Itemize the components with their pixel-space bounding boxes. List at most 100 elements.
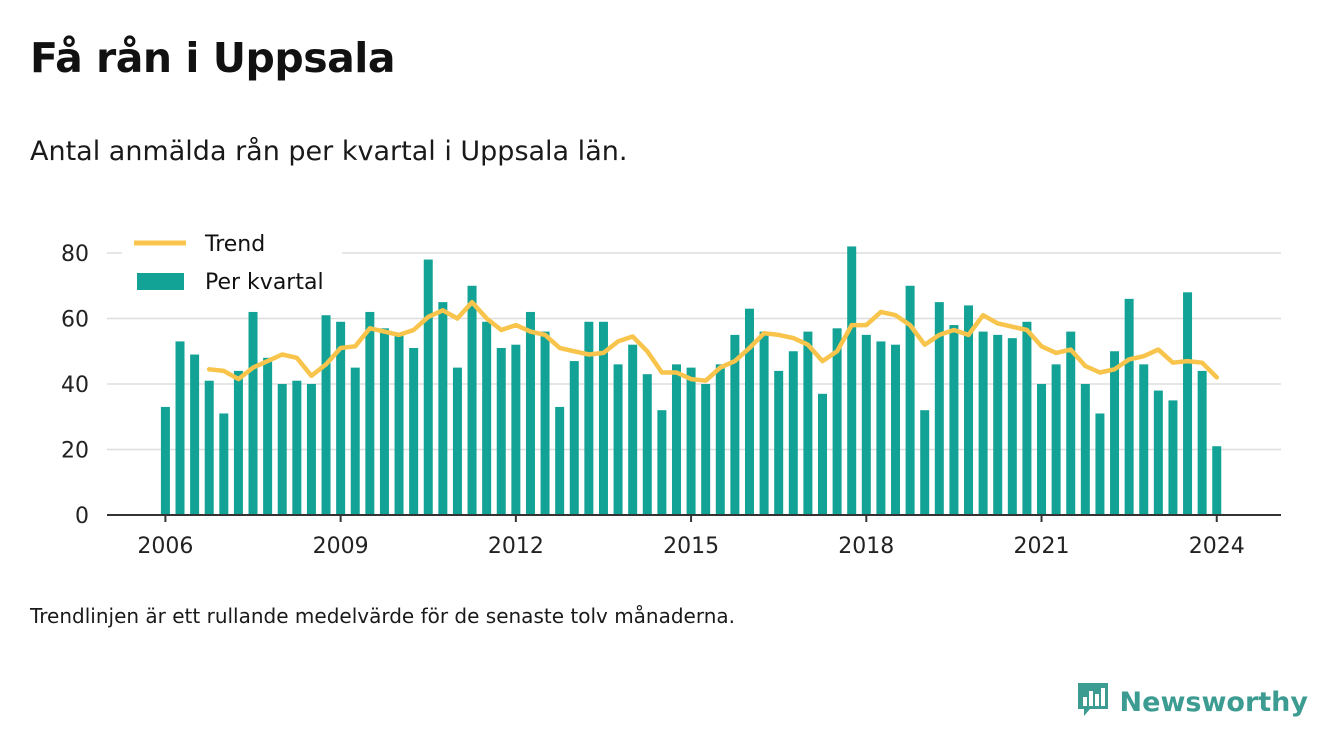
bar: [1153, 390, 1163, 515]
x-tick-label: 2021: [1014, 534, 1070, 559]
bar: [511, 344, 521, 515]
bar: [190, 354, 200, 515]
bar: [744, 308, 754, 515]
trend-line: [206, 299, 1220, 383]
bars: [160, 246, 1222, 515]
bar: [525, 311, 535, 515]
bar: [1080, 384, 1090, 515]
bar: [905, 285, 915, 515]
bar: [1037, 384, 1047, 515]
bar: [1110, 351, 1120, 515]
bar: [920, 410, 930, 515]
x-tick-label: 2006: [137, 534, 193, 559]
x-tick-label: 2009: [313, 534, 369, 559]
legend: Trend Per kvartal: [122, 224, 342, 302]
chart-title: Få rån i Uppsala: [30, 34, 396, 82]
bar: [438, 302, 448, 515]
bar: [1183, 292, 1193, 515]
x-tick-label: 2024: [1189, 534, 1245, 559]
bar: [219, 413, 229, 515]
bar: [1022, 321, 1032, 515]
bar: [1066, 331, 1076, 515]
bar: [321, 315, 331, 515]
bar: [394, 334, 404, 515]
bar: [671, 364, 681, 515]
bar: [949, 325, 959, 515]
bar: [1007, 338, 1017, 515]
bar: [555, 406, 565, 515]
bar: [993, 334, 1003, 515]
brand-logo: Newsworthy: [1076, 681, 1308, 723]
bar: [613, 364, 623, 515]
bar: [584, 321, 594, 515]
bar: [788, 351, 798, 515]
bar: [350, 367, 360, 515]
bar: [715, 364, 725, 515]
y-tick-label: 60: [61, 308, 89, 333]
bar: [861, 334, 871, 515]
bar: [832, 328, 842, 515]
legend-bars-swatch: [137, 273, 184, 290]
bar: [803, 331, 813, 515]
bar: [204, 380, 214, 515]
brand-name: Newsworthy: [1119, 686, 1308, 718]
bar: [467, 285, 477, 515]
legend-trend-label: Trend: [204, 232, 265, 257]
bar: [233, 370, 243, 515]
bar-chart-speech-bubble-icon: [1076, 681, 1110, 723]
y-tick-label: 20: [61, 439, 89, 464]
bar: [1197, 370, 1207, 515]
bar: [248, 311, 258, 515]
bar: [876, 341, 886, 515]
bar: [263, 357, 273, 515]
bar: [598, 321, 608, 515]
bar: [934, 302, 944, 515]
chart-subtitle: Antal anmälda rån per kvartal i Uppsala …: [30, 136, 628, 167]
legend-bars-label: Per kvartal: [205, 270, 324, 295]
bar: [1168, 400, 1178, 515]
bar: [1139, 364, 1149, 515]
axes: 0 20 40 60 80 2006 2009 2012 2015 2018 2021 2024: [61, 242, 1281, 559]
x-tick-label: 2018: [838, 534, 894, 559]
bar: [292, 380, 302, 515]
trend-line-group: [206, 299, 1220, 383]
bar: [423, 259, 433, 515]
bar: [847, 246, 857, 515]
bar: [1095, 413, 1105, 515]
bar: [701, 384, 711, 515]
bar: [1212, 446, 1222, 515]
bar: [1051, 364, 1061, 515]
bar: [496, 347, 506, 515]
bar: [817, 393, 827, 515]
bar: [365, 311, 375, 515]
bar: [482, 321, 492, 515]
y-tick-label: 40: [61, 373, 89, 398]
bar: [730, 334, 740, 515]
bar: [452, 367, 462, 515]
footnote: Trendlinjen är ett rullande medelvärde f…: [30, 604, 736, 628]
bar: [1124, 298, 1134, 515]
bar: [978, 331, 988, 515]
y-tick-label: 0: [75, 504, 89, 529]
bar: [964, 305, 974, 515]
x-tick-label: 2012: [488, 534, 544, 559]
bar: [277, 384, 287, 515]
bar: [657, 410, 667, 515]
bar: [569, 361, 579, 515]
bar: [759, 331, 769, 515]
bar: [409, 347, 419, 515]
bar: [891, 344, 901, 515]
bar: [774, 370, 784, 515]
bar: [628, 344, 638, 515]
y-tick-label: 80: [61, 242, 89, 267]
x-tick-label: 2015: [663, 534, 719, 559]
bar: [175, 341, 185, 515]
bar: [306, 384, 316, 515]
bar: [686, 367, 696, 515]
bar: [540, 331, 550, 515]
bar: [642, 374, 652, 515]
bar: [379, 328, 389, 515]
bar: [160, 406, 170, 515]
chart-area: 0 20 40 60 80 2006 2009 2012 2015 2018 2021 2024 Tr…: [61, 224, 1281, 559]
bar: [336, 321, 346, 515]
